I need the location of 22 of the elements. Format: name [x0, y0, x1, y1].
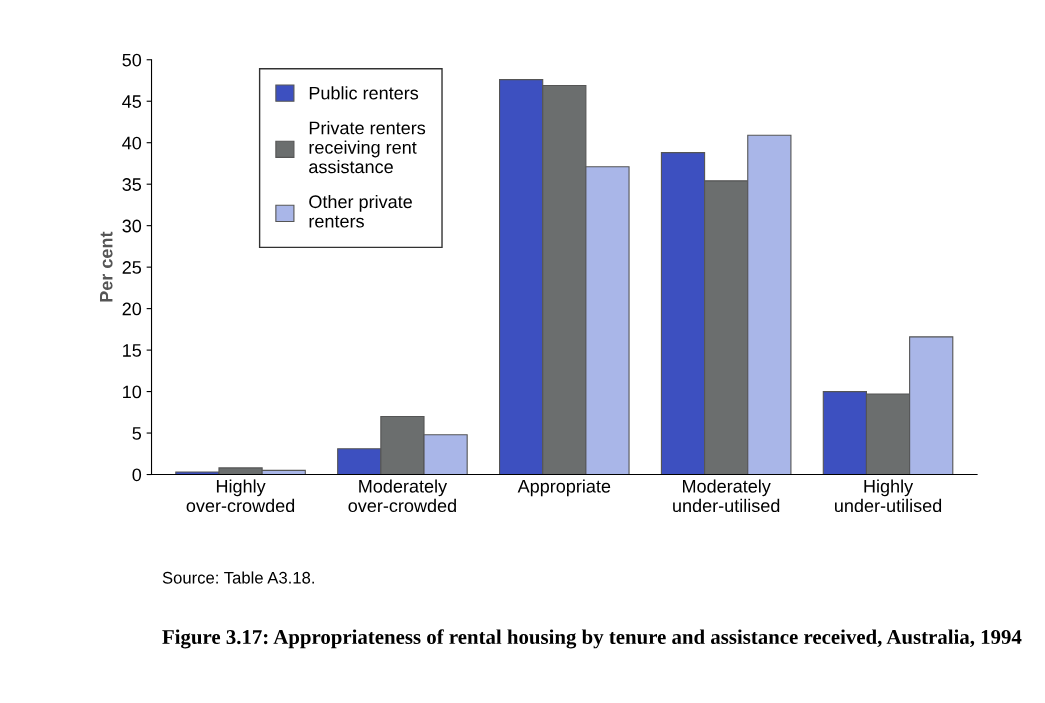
y-tick-label: 30 [122, 219, 142, 233]
text: Figure 3.17: Appropriateness of rental housing by tenure and assistance received, Australia, 1994 [162, 629, 1022, 649]
x-tick-label: Moderately under-utilised [673, 479, 780, 513]
y-tick-label: 40 [122, 136, 142, 150]
y-tick-label: 45 [122, 95, 142, 108]
legend-label: Other private renters [309, 194, 412, 228]
x-tick-label: Highly under-utilised [835, 479, 942, 513]
y-tick-label: 20 [122, 302, 142, 316]
x-tick-label: Moderately over-crowded [348, 479, 456, 513]
y-tick-label: 50 [122, 53, 142, 67]
x-tick-label: Highly over-crowded [186, 479, 295, 513]
source-note: Source: Table A3.18. [162, 571, 314, 584]
legend-label: Public renters [309, 86, 419, 100]
y-tick-label: 5 [132, 427, 142, 440]
y-tick-label: 35 [122, 178, 142, 191]
y-tick-label: 0 [132, 468, 142, 482]
y-axis-title: Per cent [100, 231, 113, 302]
y-tick-label: 10 [123, 385, 142, 399]
legend-label: Private renters receiving rent assistance [309, 121, 426, 174]
x-tick-label: Appropriate [517, 479, 611, 497]
y-tick-label: 25 [122, 261, 142, 274]
y-tick-label: 15 [123, 344, 142, 357]
